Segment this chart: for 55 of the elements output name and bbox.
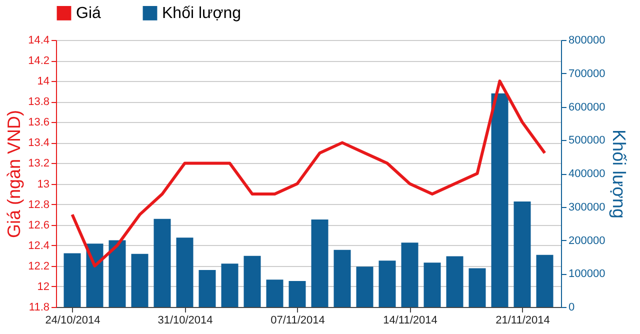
line-series (70, 80, 546, 268)
bar (131, 254, 148, 307)
y2-tick-label: 400000 (568, 168, 606, 180)
y-tick-label: 13.6 (28, 116, 50, 129)
bar (221, 264, 238, 307)
y-tick-label: 12 (37, 280, 50, 293)
y-tick-label: 11.8 (28, 302, 50, 314)
bar (64, 253, 81, 307)
y2-tick-label: 100000 (568, 268, 606, 280)
y2-tick-label: 200000 (568, 234, 606, 247)
y-tick-label: 13.2 (28, 158, 50, 170)
bar (378, 260, 396, 307)
y2-tick-label: 700000 (568, 68, 606, 80)
y-tick-label: 14.2 (28, 55, 50, 68)
y-tick-label: 14 (37, 76, 50, 88)
y2-tick-label: 500000 (568, 134, 606, 147)
y-tick-label: 12.6 (28, 219, 50, 232)
bar (334, 250, 351, 307)
bar (401, 242, 418, 307)
y-tick-label: 12.8 (28, 198, 50, 211)
y-axis-title: Giá (ngàn VND) (4, 110, 24, 238)
bar (446, 256, 464, 307)
x-tick-label: 14/11/2014 (383, 314, 438, 326)
y-tick-label: 13.8 (28, 96, 50, 108)
bar (176, 238, 194, 307)
y-tick-label: 13 (37, 178, 50, 190)
y-tick-label: 14.4 (28, 34, 50, 46)
x-tick-label: 21/11/2014 (496, 314, 550, 326)
x-tick-label: 07/11/2014 (270, 314, 325, 326)
y2-tick-label: 600000 (568, 101, 606, 114)
y-tick-label: 13.4 (28, 137, 50, 150)
bar (356, 266, 374, 307)
y-tick-label: 12.2 (28, 260, 50, 272)
bar (266, 280, 284, 307)
y2-tick-label: 300000 (568, 201, 606, 214)
bar (244, 256, 261, 307)
bar (311, 220, 328, 307)
y-tick-label: 12.4 (28, 240, 50, 252)
y2-tick-label: 0 (568, 302, 575, 314)
bar (198, 270, 216, 307)
y2-axis-title: Khối lượng (609, 130, 630, 218)
bar (491, 93, 508, 307)
bar (536, 254, 554, 307)
bar (424, 262, 441, 307)
legend-label: Giá (76, 5, 101, 22)
legend-label: Khối lượng (162, 5, 242, 22)
bar (288, 280, 306, 307)
x-tick-label: 24/10/2014 (45, 314, 100, 326)
bar (468, 268, 486, 307)
x-tick-label: 31/10/2014 (158, 314, 213, 326)
bar (514, 202, 531, 307)
y2-tick-label: 800000 (568, 34, 606, 46)
bar (108, 240, 126, 307)
bar (154, 218, 171, 307)
bar (86, 244, 104, 307)
